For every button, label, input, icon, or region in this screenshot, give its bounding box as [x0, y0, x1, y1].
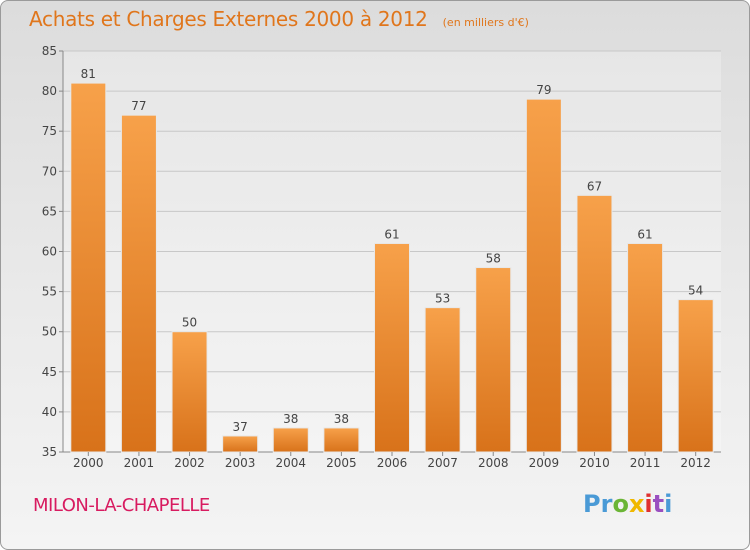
x-tick-label: 2007 — [427, 456, 458, 470]
proxiti-logo[interactable]: Proxiti — [583, 490, 672, 518]
bar — [171, 331, 208, 453]
x-tick-label: 2012 — [680, 456, 711, 470]
chart-subtitle: (en milliers d'€) — [442, 16, 529, 29]
y-tick-label: 45 — [42, 365, 57, 379]
data-label: 37 — [233, 420, 248, 434]
bar — [272, 427, 309, 453]
logo-letter: i — [664, 490, 673, 518]
x-tick-label: 2004 — [275, 456, 306, 470]
data-label: 61 — [637, 227, 652, 241]
data-label: 38 — [283, 412, 298, 426]
x-tick-label: 2002 — [174, 456, 205, 470]
bar — [70, 82, 107, 453]
bar — [323, 427, 360, 453]
data-label: 50 — [182, 316, 197, 330]
y-tick-label: 75 — [42, 124, 57, 138]
data-label: 79 — [536, 83, 551, 97]
data-label: 77 — [131, 99, 146, 113]
bar — [120, 114, 157, 453]
x-tick-label: 2011 — [630, 456, 661, 470]
y-tick-label: 55 — [42, 285, 57, 299]
commune-name: MILON-LA-CHAPELLE — [33, 495, 210, 516]
data-label: 38 — [334, 412, 349, 426]
bar — [475, 267, 512, 453]
bar — [627, 242, 664, 453]
y-tick-label: 40 — [42, 405, 57, 419]
data-label: 54 — [688, 284, 703, 298]
x-tick-label: 2000 — [73, 456, 104, 470]
y-tick-label: 80 — [42, 84, 57, 98]
data-label: 53 — [435, 292, 450, 306]
data-label: 81 — [81, 67, 96, 81]
bar — [424, 307, 461, 453]
y-tick-label: 35 — [42, 445, 57, 459]
x-tick-label: 2006 — [377, 456, 408, 470]
data-label: 58 — [486, 252, 501, 266]
x-tick-label: 2008 — [478, 456, 509, 470]
title-row: Achats et Charges Externes 2000 à 2012 (… — [29, 7, 529, 31]
logo-letter: x — [628, 490, 645, 518]
x-tick-label: 2010 — [579, 456, 610, 470]
logo-letter: o — [612, 490, 629, 518]
chart-title: Achats et Charges Externes 2000 à 2012 — [29, 7, 428, 31]
logo-letter: i — [644, 490, 653, 518]
y-tick-label: 85 — [42, 44, 57, 58]
y-tick-label: 50 — [42, 325, 57, 339]
bar — [374, 242, 410, 453]
bar — [525, 98, 562, 453]
logo-letter: P — [583, 490, 601, 518]
data-label: 67 — [587, 179, 602, 193]
y-tick-label: 65 — [42, 204, 57, 218]
bar — [677, 299, 714, 453]
x-tick-label: 2009 — [529, 456, 560, 470]
logo-letter: r — [600, 490, 613, 518]
x-tick-label: 2003 — [225, 456, 256, 470]
bar — [576, 194, 613, 453]
x-tick-label: 2001 — [124, 456, 155, 470]
logo-letter: t — [652, 490, 665, 518]
y-tick-label: 60 — [42, 245, 57, 259]
data-label: 61 — [384, 227, 399, 241]
bar — [222, 435, 259, 453]
x-tick-label: 2005 — [326, 456, 357, 470]
y-tick-label: 70 — [42, 164, 57, 178]
